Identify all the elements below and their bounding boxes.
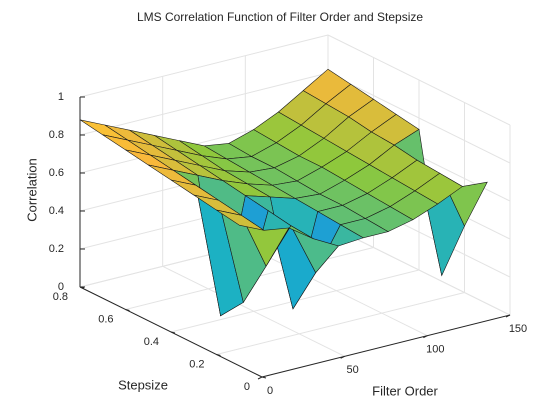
y-tick-label: 0.2 [189, 358, 204, 370]
y-tick-label: 0.4 [144, 336, 159, 348]
y-tick-label: 0.6 [98, 313, 113, 325]
y-tick-label: 0.8 [53, 291, 68, 303]
x-tick [423, 335, 428, 339]
x-axis [261, 314, 511, 378]
grid-line [79, 34, 329, 98]
z-tick-label: 1 [58, 91, 64, 103]
grid-line [216, 292, 465, 355]
x-tick [340, 355, 345, 359]
x-axis-label: Filter Order [372, 383, 438, 398]
y-axis-label: Stepsize [118, 377, 168, 392]
y-tick [170, 331, 176, 334]
z-tick-label: 0.6 [49, 167, 64, 179]
z-tick-label: 0.4 [49, 205, 64, 217]
z-tick-label: 0.8 [49, 129, 64, 141]
z-tick-label: 0 [58, 281, 64, 293]
y-tick [125, 309, 130, 311]
x-tick-label: 50 [347, 364, 359, 376]
y-tick [216, 354, 221, 356]
y-tick [261, 376, 267, 379]
x-tick-label: 0 [267, 385, 273, 397]
x-tick [257, 376, 263, 380]
x-tick [505, 314, 511, 318]
grid-line [79, 72, 329, 136]
chart-title: LMS Correlation Function of Filter Order… [137, 10, 423, 24]
x-tick-label: 100 [426, 344, 444, 356]
z-axis-label: Correlation [24, 158, 39, 222]
surface-face [216, 209, 265, 231]
z-tick-label: 0.2 [49, 243, 64, 255]
x-tick-label: 150 [509, 323, 527, 335]
y-tick-label: 0 [244, 381, 250, 393]
